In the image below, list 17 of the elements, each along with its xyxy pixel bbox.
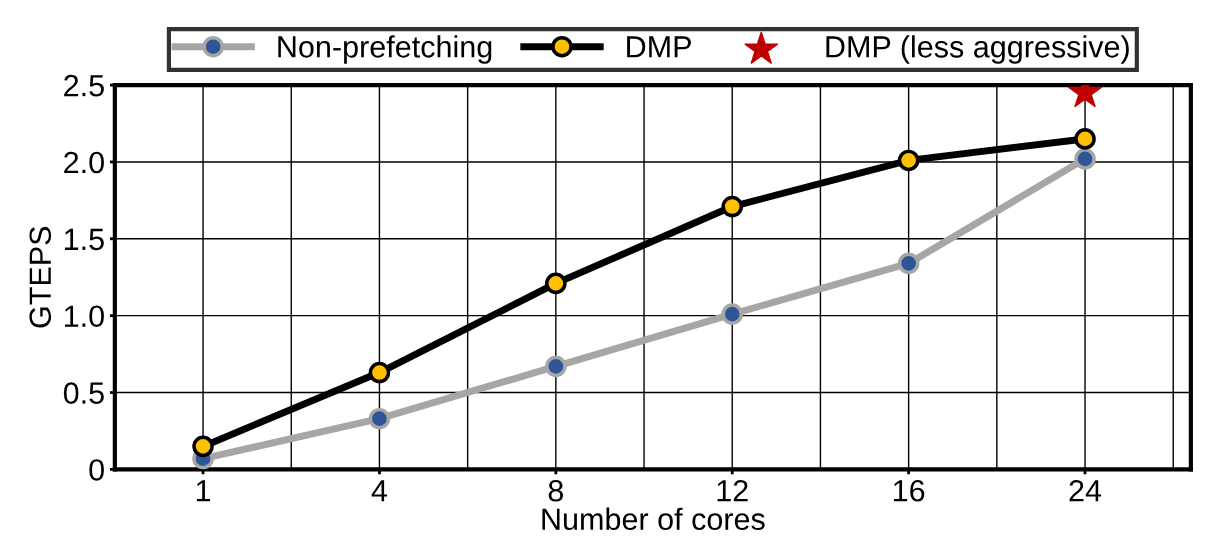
legend-label: DMP xyxy=(627,36,691,58)
y-tick-label: 0 xyxy=(89,459,104,481)
x-axis-title: Number of cores xyxy=(542,507,765,531)
x-tick-label: 12 xyxy=(717,479,748,502)
x-tick-label: 1 xyxy=(196,480,211,502)
legend-label: Non-prefetching xyxy=(278,35,492,64)
y-tick-label: 2.5 xyxy=(64,74,104,97)
y-tick-label: 1.0 xyxy=(64,305,104,328)
y-tick-label: 0.5 xyxy=(63,382,104,404)
y-tick-label: 2.0 xyxy=(64,151,104,174)
x-tick-label: 16 xyxy=(893,479,925,502)
y-tick-label: 1.5 xyxy=(64,228,104,251)
x-tick-label: 8 xyxy=(548,479,564,502)
legend-label: DMP (less aggressive) xyxy=(826,35,1129,64)
x-tick-label: 24 xyxy=(1069,479,1102,502)
y-axis-title: GTEPS xyxy=(29,226,52,328)
x-tick-label: 4 xyxy=(371,480,388,502)
